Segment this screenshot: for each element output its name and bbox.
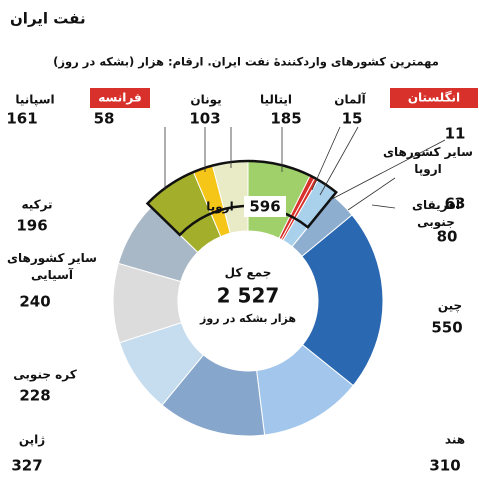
value-label: 161 <box>6 110 37 128</box>
group-value-box <box>244 196 286 217</box>
leader-line <box>347 177 396 211</box>
value-label: 63 <box>445 195 466 213</box>
category-label: فرانسه <box>98 91 141 105</box>
leader-line <box>329 139 446 201</box>
donut-segment <box>301 214 384 387</box>
total-title: جمع کل <box>225 266 272 280</box>
value-label: 327 <box>11 457 42 475</box>
leader-line <box>319 126 359 196</box>
category-label: ایتالیا <box>260 93 292 107</box>
leader-line <box>311 126 341 191</box>
group-value: 596 <box>249 198 280 216</box>
category-label: سایر کشورهای آسیایی <box>7 251 97 282</box>
category-label: سایر کشورهای اروپا <box>383 145 473 177</box>
value-label: 550 <box>431 319 462 337</box>
europe-outline <box>145 159 338 237</box>
value-label: 80 <box>437 228 458 246</box>
chart-subtitle: مهمترین کشورهای واردکنندهٔ نفت ایران. ار… <box>53 55 439 70</box>
category-label: یونان <box>190 93 221 108</box>
category-label: آلمان <box>334 92 366 107</box>
value-label: 58 <box>94 110 115 128</box>
value-label: 11 <box>445 125 466 143</box>
value-label: 196 <box>16 217 47 235</box>
value-label: 15 <box>342 110 363 128</box>
category-label: چین <box>438 299 462 313</box>
value-label: 185 <box>270 110 301 128</box>
leader-line <box>371 204 396 209</box>
donut-hole <box>179 232 317 370</box>
category-label: اسپانیا <box>15 93 54 107</box>
category-label: ژاپن <box>19 433 45 447</box>
value-label: 240 <box>19 293 50 311</box>
label-highlight <box>90 88 150 108</box>
chart-title: نفت ایران <box>10 10 86 28</box>
label-highlight <box>390 88 478 108</box>
value-label: 103 <box>189 110 220 128</box>
value-label: 228 <box>19 387 50 405</box>
group-label: اروپا <box>206 200 234 215</box>
category-label: هند <box>445 433 465 447</box>
category-label: آفریقای جنوبی <box>412 197 461 230</box>
total-unit: هزار بشکه در روز <box>199 312 296 325</box>
total-value: 2 527 <box>217 284 280 308</box>
value-label: 310 <box>429 457 460 475</box>
category-label: ترکیه <box>21 198 52 212</box>
category-label: انگلستان <box>408 91 460 105</box>
category-label: کره جنوبی <box>13 368 76 383</box>
